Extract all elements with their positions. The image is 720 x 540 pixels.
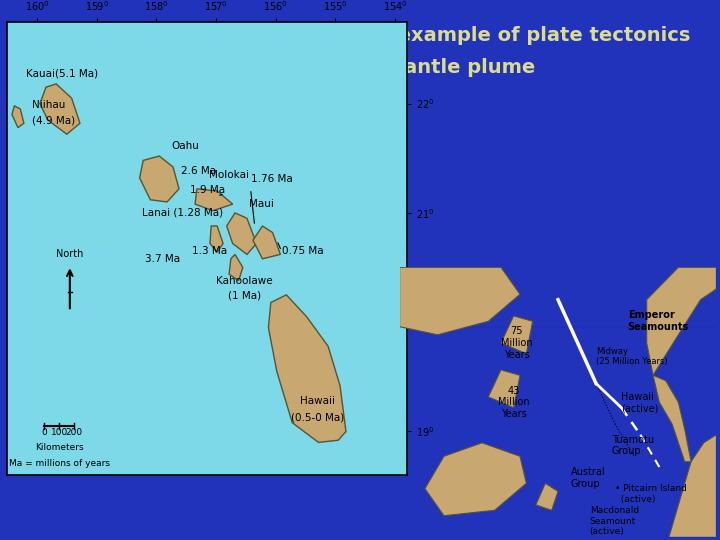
- Text: 1.76 Ma: 1.76 Ma: [251, 174, 292, 184]
- Polygon shape: [253, 226, 280, 259]
- Text: Austral
Group: Austral Group: [571, 467, 606, 489]
- Text: Emperor
Seamounts: Emperor Seamounts: [628, 310, 689, 332]
- Polygon shape: [140, 156, 179, 202]
- Polygon shape: [210, 226, 223, 252]
- Text: Kilometers: Kilometers: [35, 443, 84, 452]
- Text: (0.5-0 Ma): (0.5-0 Ma): [291, 413, 344, 422]
- Text: • Pitcairn Island
  (active): • Pitcairn Island (active): [615, 484, 687, 504]
- Text: Oahu: Oahu: [171, 141, 199, 152]
- Polygon shape: [229, 254, 243, 281]
- Text: 200: 200: [66, 428, 83, 437]
- Text: (4.9 Ma): (4.9 Ma): [32, 115, 76, 125]
- Polygon shape: [653, 375, 691, 462]
- Text: Hawaii: Hawaii: [300, 396, 335, 406]
- Text: 43
Million
Years: 43 Million Years: [498, 386, 529, 419]
- Text: Kauai(5.1 Ma): Kauai(5.1 Ma): [26, 68, 98, 78]
- Text: Midway
(25 Million Years): Midway (25 Million Years): [596, 347, 667, 366]
- Text: associated with a mantle plume: associated with a mantle plume: [185, 58, 535, 77]
- Text: Macdonald
Seamount
(active): Macdonald Seamount (active): [590, 506, 639, 536]
- Text: 3.7 Ma: 3.7 Ma: [145, 254, 180, 264]
- Polygon shape: [669, 435, 716, 537]
- Text: Hawaii
(active): Hawaii (active): [621, 392, 659, 413]
- Polygon shape: [536, 483, 558, 510]
- Polygon shape: [12, 106, 24, 127]
- Text: 75
Million
Years: 75 Million Years: [501, 326, 533, 360]
- Polygon shape: [425, 443, 526, 516]
- Text: 2.6 Ma: 2.6 Ma: [181, 166, 217, 176]
- Text: 1.3 Ma: 1.3 Ma: [192, 246, 227, 256]
- Polygon shape: [195, 189, 233, 211]
- Text: Maui: Maui: [248, 199, 274, 210]
- Text: Ages of the Hawaiian islands: An example of plate tectonics: Ages of the Hawaiian islands: An example…: [30, 25, 690, 45]
- Text: Tuamotu
Group: Tuamotu Group: [612, 435, 654, 456]
- Polygon shape: [647, 267, 716, 375]
- Text: 1.9 Ma: 1.9 Ma: [190, 185, 225, 195]
- Text: 0: 0: [41, 428, 47, 437]
- Text: Molokai: Molokai: [209, 170, 249, 180]
- Text: Kahoolawe: Kahoolawe: [216, 276, 273, 286]
- Text: Ma = millions of years: Ma = millions of years: [9, 460, 109, 469]
- Polygon shape: [269, 295, 346, 442]
- Text: (1 Ma): (1 Ma): [228, 290, 261, 300]
- Text: 0.75 Ma: 0.75 Ma: [282, 246, 323, 256]
- Polygon shape: [400, 267, 520, 335]
- Text: Niihau: Niihau: [32, 100, 66, 110]
- Text: North: North: [56, 249, 84, 259]
- Polygon shape: [488, 370, 520, 408]
- Polygon shape: [40, 84, 80, 134]
- Text: 100: 100: [50, 428, 68, 437]
- Polygon shape: [501, 316, 533, 354]
- Text: Lanai (1.28 Ma): Lanai (1.28 Ma): [142, 207, 223, 217]
- Polygon shape: [227, 213, 256, 254]
